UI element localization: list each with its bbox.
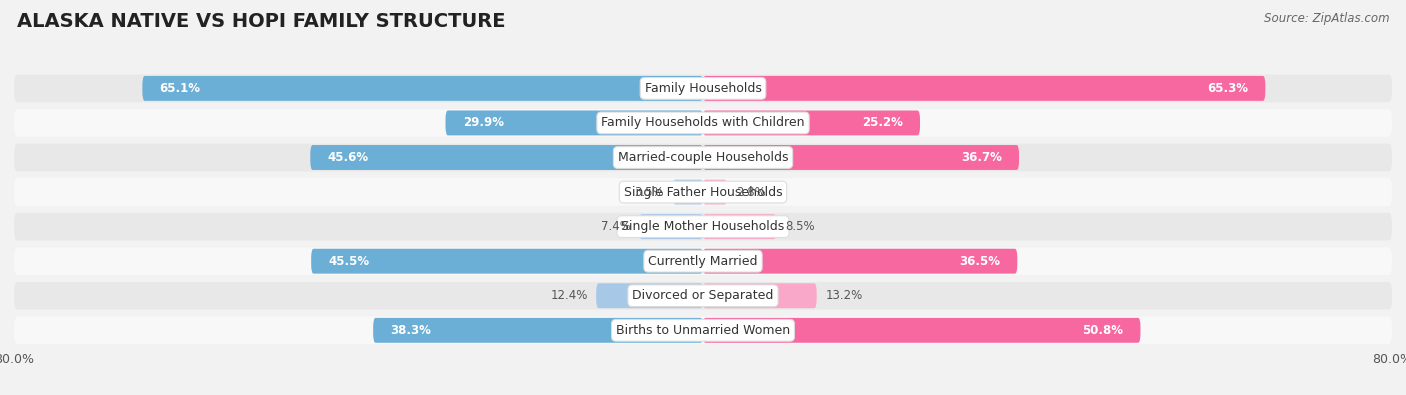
Text: 29.9%: 29.9% — [463, 117, 503, 130]
Text: Single Mother Households: Single Mother Households — [621, 220, 785, 233]
Text: 8.5%: 8.5% — [785, 220, 814, 233]
Text: Single Father Households: Single Father Households — [624, 186, 782, 199]
Text: ALASKA NATIVE VS HOPI FAMILY STRUCTURE: ALASKA NATIVE VS HOPI FAMILY STRUCTURE — [17, 12, 505, 31]
FancyBboxPatch shape — [703, 76, 1265, 101]
Text: 45.6%: 45.6% — [328, 151, 368, 164]
FancyBboxPatch shape — [703, 180, 727, 205]
FancyBboxPatch shape — [14, 282, 1392, 310]
FancyBboxPatch shape — [14, 247, 1392, 275]
FancyBboxPatch shape — [703, 283, 817, 308]
Text: 65.3%: 65.3% — [1208, 82, 1249, 95]
FancyBboxPatch shape — [703, 145, 1019, 170]
Text: 3.5%: 3.5% — [634, 186, 664, 199]
Text: 13.2%: 13.2% — [825, 289, 862, 302]
FancyBboxPatch shape — [311, 249, 703, 274]
FancyBboxPatch shape — [640, 214, 703, 239]
FancyBboxPatch shape — [703, 249, 1018, 274]
FancyBboxPatch shape — [14, 109, 1392, 137]
FancyBboxPatch shape — [596, 283, 703, 308]
Text: 65.1%: 65.1% — [160, 82, 201, 95]
FancyBboxPatch shape — [311, 145, 703, 170]
FancyBboxPatch shape — [373, 318, 703, 343]
FancyBboxPatch shape — [673, 180, 703, 205]
Text: Births to Unmarried Women: Births to Unmarried Women — [616, 324, 790, 337]
Text: 7.4%: 7.4% — [600, 220, 631, 233]
Text: 50.8%: 50.8% — [1083, 324, 1123, 337]
FancyBboxPatch shape — [14, 316, 1392, 344]
FancyBboxPatch shape — [14, 144, 1392, 171]
Text: 36.5%: 36.5% — [959, 255, 1000, 268]
Text: 25.2%: 25.2% — [862, 117, 903, 130]
FancyBboxPatch shape — [703, 318, 1140, 343]
Text: 2.8%: 2.8% — [735, 186, 765, 199]
Text: Married-couple Households: Married-couple Households — [617, 151, 789, 164]
Text: 12.4%: 12.4% — [550, 289, 588, 302]
Text: 45.5%: 45.5% — [329, 255, 370, 268]
FancyBboxPatch shape — [446, 111, 703, 135]
Text: Divorced or Separated: Divorced or Separated — [633, 289, 773, 302]
FancyBboxPatch shape — [703, 111, 920, 135]
FancyBboxPatch shape — [142, 76, 703, 101]
Text: 38.3%: 38.3% — [391, 324, 432, 337]
FancyBboxPatch shape — [14, 178, 1392, 206]
Text: Family Households: Family Households — [644, 82, 762, 95]
FancyBboxPatch shape — [14, 75, 1392, 102]
Text: Family Households with Children: Family Households with Children — [602, 117, 804, 130]
Text: Source: ZipAtlas.com: Source: ZipAtlas.com — [1264, 12, 1389, 25]
FancyBboxPatch shape — [14, 213, 1392, 241]
Text: Currently Married: Currently Married — [648, 255, 758, 268]
Text: 36.7%: 36.7% — [960, 151, 1002, 164]
FancyBboxPatch shape — [703, 214, 776, 239]
